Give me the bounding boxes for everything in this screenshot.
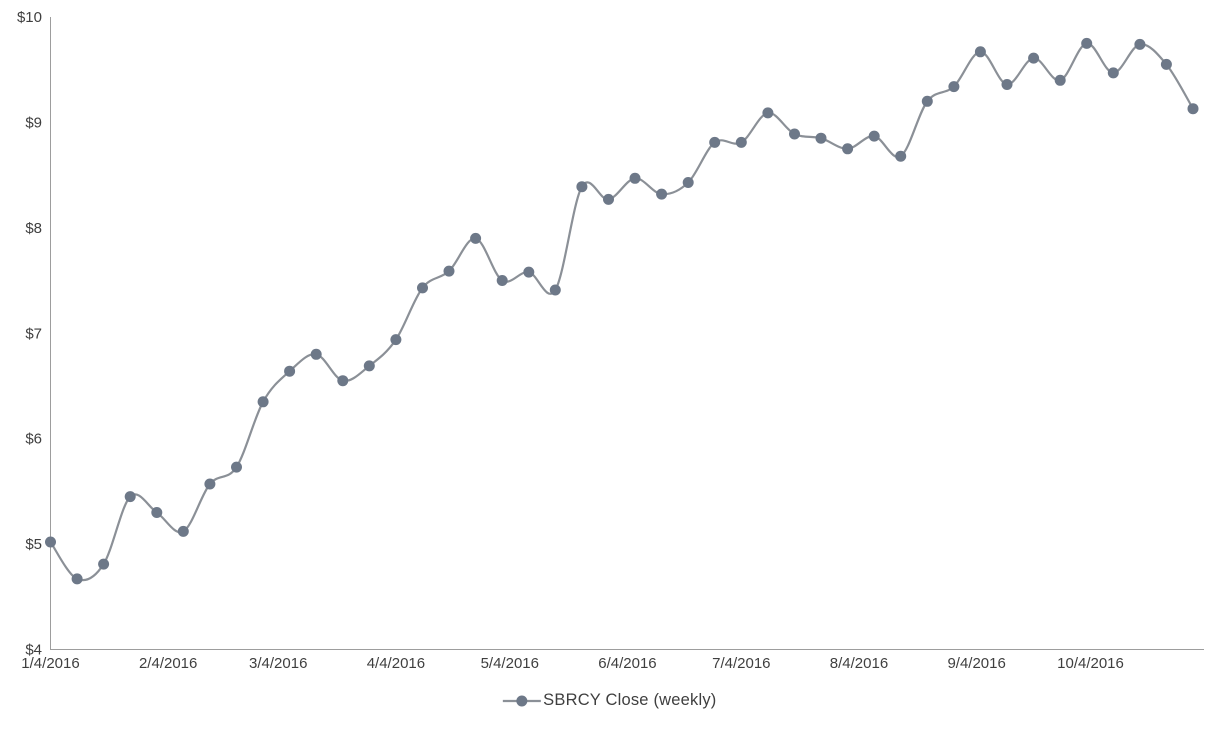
data-point-marker xyxy=(735,136,747,148)
data-point-marker xyxy=(921,95,933,107)
x-tick-label: 10/4/2016 xyxy=(1057,655,1124,672)
x-tick-label: 3/4/2016 xyxy=(249,655,307,672)
data-point-marker xyxy=(284,365,296,377)
data-point-marker xyxy=(45,536,56,548)
data-point-marker xyxy=(337,375,349,387)
data-point-marker xyxy=(948,81,960,93)
y-tick-label: $6 xyxy=(25,431,42,448)
data-point-marker xyxy=(151,507,163,518)
data-point-marker xyxy=(1001,79,1013,90)
data-point-marker xyxy=(1028,52,1040,64)
y-tick-label: $7 xyxy=(25,325,42,342)
legend: SBRCY Close (weekly) xyxy=(502,691,716,710)
data-point-marker xyxy=(71,573,83,585)
data-point-marker xyxy=(656,188,668,200)
x-tick-label: 2/4/2016 xyxy=(139,655,197,672)
data-point-marker xyxy=(523,266,535,278)
data-point-marker xyxy=(204,478,216,490)
x-tick-label: 5/4/2016 xyxy=(481,655,539,672)
data-point-marker xyxy=(310,348,322,360)
data-point-marker xyxy=(98,558,110,570)
x-tick-label: 4/4/2016 xyxy=(367,655,425,672)
y-tick-label: $8 xyxy=(25,220,42,237)
x-tick-label: 6/4/2016 xyxy=(598,655,656,672)
legend-marker-icon xyxy=(516,695,528,706)
x-tick-label: 1/4/2016 xyxy=(21,655,79,672)
y-tick-label: $10 xyxy=(17,9,42,26)
y-tick-label: $4 xyxy=(25,642,42,659)
data-point-marker xyxy=(1107,67,1119,79)
x-tick-label: 8/4/2016 xyxy=(830,655,888,672)
data-point-marker xyxy=(868,130,880,142)
data-point-marker xyxy=(363,360,375,372)
legend-series-label: SBRCY Close (weekly) xyxy=(543,691,717,709)
data-point-marker xyxy=(1081,37,1093,49)
legend-series-glyph xyxy=(503,695,542,706)
y-tick-label: $5 xyxy=(25,536,42,553)
data-point-marker xyxy=(895,150,907,162)
data-point-marker xyxy=(682,177,694,188)
data-point-marker xyxy=(1054,74,1066,86)
data-point-marker xyxy=(709,136,721,148)
data-point-marker xyxy=(177,525,189,537)
x-tick-label: 9/4/2016 xyxy=(947,655,1005,672)
data-point-marker xyxy=(231,461,242,473)
data-point-marker xyxy=(417,282,428,294)
data-point-marker xyxy=(842,143,854,155)
data-point-marker xyxy=(1134,38,1146,50)
series-line xyxy=(49,42,1195,582)
data-point-marker xyxy=(1160,58,1172,70)
data-point-marker xyxy=(470,232,482,244)
data-point-marker xyxy=(789,128,800,140)
data-point-marker xyxy=(603,193,614,205)
data-point-marker xyxy=(762,107,774,119)
data-point-marker xyxy=(496,275,508,286)
x-tick-label: 7/4/2016 xyxy=(712,655,770,672)
data-point-marker xyxy=(390,334,402,346)
data-point-marker xyxy=(443,265,455,277)
data-point-marker xyxy=(815,132,827,144)
data-point-marker xyxy=(257,396,269,408)
data-point-marker xyxy=(124,491,136,503)
data-point-marker xyxy=(576,181,588,193)
data-point-marker xyxy=(549,284,561,296)
data-point-marker xyxy=(629,172,641,184)
y-tick-label: $9 xyxy=(25,114,42,131)
data-point-marker xyxy=(974,46,986,58)
data-point-marker xyxy=(1187,103,1199,115)
